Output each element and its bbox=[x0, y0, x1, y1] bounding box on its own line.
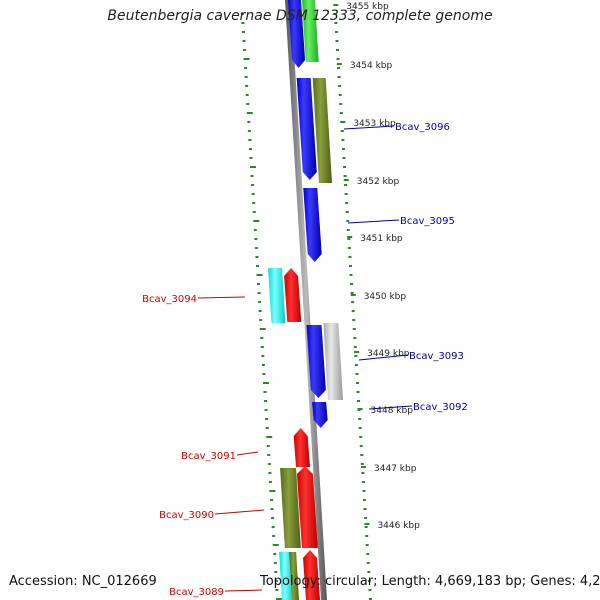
leader-line-left bbox=[197, 296, 246, 299]
map-title: Beutenbergia cavernae DSM 12333, complet… bbox=[107, 8, 493, 24]
gene-label-left: Bcav_3094 bbox=[142, 294, 197, 305]
gene-label-left: Bcav_3090 bbox=[159, 510, 214, 521]
gene-blue-3095 bbox=[303, 188, 322, 262]
scale-tick-label: 3454 kbp bbox=[350, 61, 393, 71]
genome-backbone bbox=[285, 0, 327, 600]
accession-text: Accession: NC_012669 bbox=[9, 574, 157, 589]
topology-text: Topology: circular; Length: 4,669,183 bp… bbox=[260, 574, 600, 589]
gene-label-right: Bcav_3095 bbox=[400, 216, 455, 227]
leader-line-right bbox=[343, 125, 395, 130]
scale-tick-label: 3451 kbp bbox=[360, 234, 403, 244]
leader-line-right bbox=[347, 219, 400, 224]
leader-line-left bbox=[224, 589, 263, 592]
gene-blue-top bbox=[288, 0, 306, 68]
gene-olive-3089 bbox=[289, 552, 299, 600]
gene-red-3090 bbox=[296, 466, 318, 548]
gene-label-right: Bcav_3096 bbox=[395, 122, 450, 133]
scale-tick-label: 3446 kbp bbox=[377, 521, 420, 531]
leader-line-left bbox=[236, 451, 259, 456]
gene-blue-3093 bbox=[306, 325, 326, 398]
scale-tick-label: 3452 kbp bbox=[357, 177, 400, 187]
gene-blue-3096 bbox=[296, 78, 317, 180]
gene-red-3089 bbox=[303, 550, 320, 600]
scale-tick-label: 3448 kbp bbox=[371, 406, 414, 416]
gene-olive-3090 bbox=[280, 468, 301, 548]
leader-line-right bbox=[358, 354, 409, 361]
scale-tick-label: 3455 kbp bbox=[346, 2, 389, 12]
leader-line-left bbox=[214, 509, 265, 515]
gene-label-right: Bcav_3093 bbox=[409, 351, 464, 362]
scale-tick-label: 3449 kbp bbox=[367, 349, 410, 359]
scale-tick-label: 3453 kbp bbox=[353, 119, 396, 129]
leader-line-right bbox=[368, 405, 413, 410]
gene-red-3091 bbox=[293, 428, 311, 467]
gene-label-right: Bcav_3092 bbox=[413, 402, 468, 413]
gene-label-left: Bcav_3089 bbox=[169, 587, 224, 598]
gene-red-3094 bbox=[284, 268, 302, 322]
gene-cyan-3094 bbox=[268, 268, 286, 323]
gene-blue-3092 bbox=[312, 402, 328, 428]
gene-cyan-3089 bbox=[279, 552, 293, 600]
gene-gray-3093 bbox=[323, 323, 343, 400]
gene-olive-3096 bbox=[312, 78, 332, 183]
gene-label-left: Bcav_3091 bbox=[181, 451, 236, 462]
scale-tick-label: 3447 kbp bbox=[374, 464, 417, 474]
gene-green-top bbox=[302, 0, 319, 62]
scale-tick-label: 3450 kbp bbox=[364, 292, 407, 302]
